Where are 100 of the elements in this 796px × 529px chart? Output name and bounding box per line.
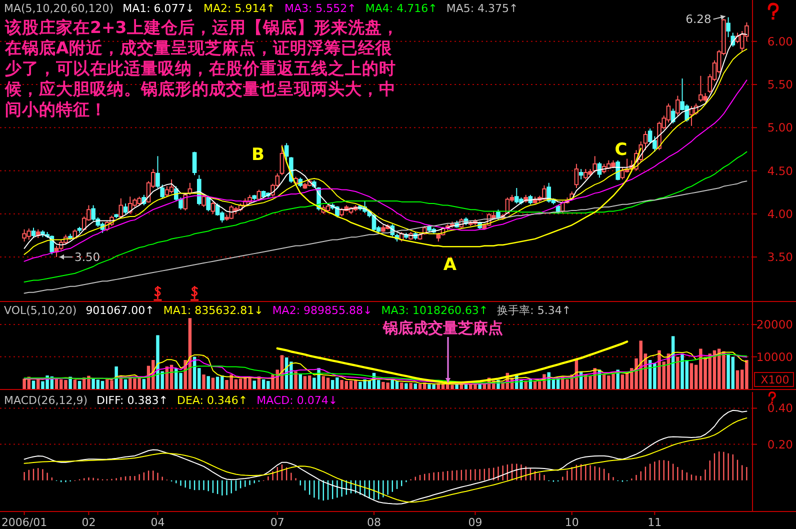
candlestick: [114, 213, 118, 219]
bar: [455, 384, 458, 389]
annotation: 6.28: [686, 12, 712, 26]
legend-title: MACD(26,12,9): [4, 394, 88, 407]
annotation: 换手率: 5.34↑: [497, 304, 572, 317]
x-tick-label: 02: [82, 516, 96, 529]
bar: [349, 380, 353, 389]
x-tick-label: 2006/01: [1, 516, 48, 529]
y-tick-label: 20000: [756, 318, 793, 332]
bar: [326, 378, 330, 389]
bar: [736, 370, 740, 389]
candlestick: [169, 178, 174, 194]
y-axis-title: X100: [760, 374, 790, 386]
candlestick: [560, 200, 565, 214]
x-tick-label: 11: [648, 516, 662, 529]
candlestick: [302, 182, 308, 190]
candlestick: [418, 232, 422, 240]
candlestick: [436, 232, 441, 242]
candlestick: [422, 225, 427, 236]
bar: [36, 379, 40, 389]
bar: [676, 356, 680, 389]
bar: [114, 366, 118, 389]
y-tick-label: 0.40: [767, 401, 793, 416]
candlestick: [459, 218, 464, 228]
candlestick: [643, 130, 648, 151]
y-tick-label: 4.50: [767, 164, 793, 178]
text: MA2: 5.914↑: [204, 2, 276, 15]
candlestick: [284, 142, 289, 161]
bar: [142, 379, 146, 389]
text: MA3: 5.552↑: [284, 2, 356, 15]
candlestick: [574, 163, 579, 189]
line-series: [24, 180, 748, 294]
y-tick-label: 10000: [756, 350, 793, 364]
x-tick-label: 08: [366, 516, 381, 529]
bar: [100, 380, 104, 389]
text: MA3: 1018260.63↑: [381, 304, 488, 317]
candlestick: [192, 151, 197, 176]
bar: [124, 379, 128, 389]
candlestick: [160, 184, 164, 199]
candlestick: [206, 195, 211, 212]
legend-title: VOL(5,10,20): [4, 304, 77, 317]
candlestick: [183, 192, 188, 211]
bar: [308, 375, 312, 389]
bar: [32, 380, 36, 389]
bar: [252, 380, 256, 389]
annotation: C: [614, 140, 628, 160]
candlestick: [68, 233, 72, 240]
candlestick: [256, 189, 262, 202]
candlestick: [238, 203, 243, 212]
text: MA1: 6.077↓: [122, 2, 195, 15]
bar: [414, 384, 418, 389]
bar: [206, 376, 210, 389]
text: DEA: 0.346↑: [176, 394, 248, 407]
candlestick: [188, 182, 192, 196]
bar: [354, 380, 358, 389]
text: DIFF: 0.383↑: [96, 394, 168, 407]
annotation: A: [443, 255, 458, 275]
y-tick-label: 5.50: [767, 78, 793, 92]
candlestick: [252, 194, 257, 201]
text: MA4: 4.716↑: [365, 2, 438, 15]
bar: [73, 380, 77, 389]
y-tick-label: 0.20: [767, 437, 793, 452]
candlestick: [578, 168, 584, 180]
y-tick-label: 4.00: [767, 206, 793, 221]
candlestick: [77, 226, 82, 234]
annotation: 锅底成交量芝麻点: [382, 319, 503, 337]
text: MA1: 835632.81↓: [163, 304, 264, 317]
bar: [78, 380, 82, 389]
candlestick: [399, 232, 404, 242]
annotation: 901067.00↑: [86, 304, 154, 317]
legend-title: MA(5,10,20,60,120): [4, 2, 114, 15]
bar: [294, 371, 298, 389]
candlestick: [31, 227, 36, 239]
candlestick: [72, 228, 78, 239]
bar: [409, 382, 412, 389]
candlestick: [408, 232, 413, 240]
annotation: 3.50: [74, 250, 100, 264]
x-tick-label: 10: [564, 516, 579, 529]
candlestick: [118, 198, 124, 218]
y-tick-label: 6.00: [767, 34, 793, 48]
candlestick: [280, 144, 284, 176]
x-tick-label: 07: [270, 516, 284, 529]
candlestick: [156, 156, 160, 189]
bar: [404, 383, 408, 389]
x-tick-label: 04: [150, 516, 165, 529]
annotation: B: [252, 145, 264, 165]
candlestick: [676, 95, 680, 116]
bar: [303, 376, 307, 389]
annotation: 该股庄家在2+3上建仓后，运用【锅底】形来洗盘，在锅底A附近，成交量呈现芝麻点，证明浮筹已经很少了，可以在此适量吸纳，在股价重返五线之上的时候，应大胆吸纳。锅底形的成交量也呈现两头大，中间小的特征！: [4, 18, 399, 119]
bar: [211, 378, 215, 389]
candlestick: [689, 106, 694, 126]
x-tick-label: 09: [468, 516, 482, 529]
bar: [400, 382, 404, 389]
bar: [690, 363, 694, 389]
candlestick: [123, 203, 128, 214]
text: MA5: 4.375↑: [446, 2, 518, 15]
candlestick: [202, 194, 206, 208]
text: MA2: 989855.88↓: [272, 304, 372, 317]
candlestick: [505, 197, 510, 214]
y-tick-label: 3.50: [767, 250, 793, 264]
